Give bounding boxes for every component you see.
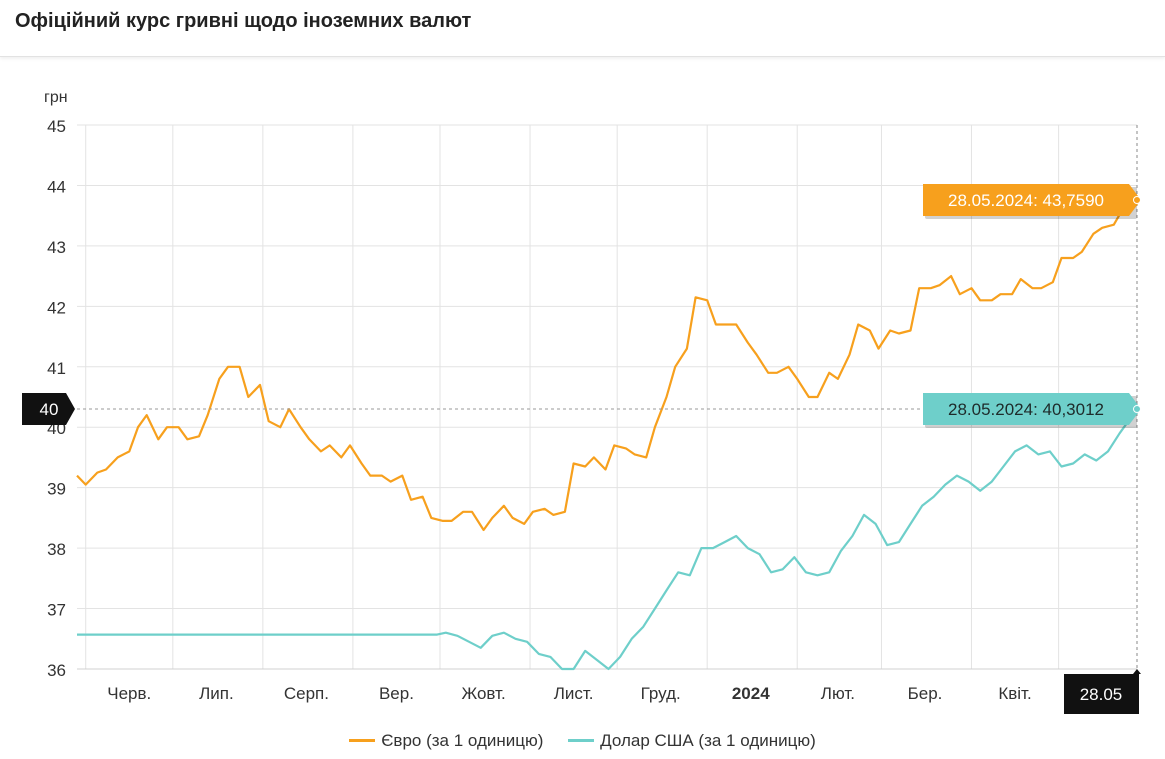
x-tick-label: Лют. xyxy=(821,684,855,703)
crosshair-x-flag xyxy=(1064,669,1141,714)
y-tick-label: 37 xyxy=(47,601,66,620)
series-end-marker xyxy=(1133,405,1141,414)
crosshair-y-flag xyxy=(22,393,75,426)
y-tick-label: 38 xyxy=(47,540,66,559)
series-line-euro xyxy=(76,199,1138,532)
series-line-usd xyxy=(77,408,1138,671)
page-title: Офіційний курс гривні щодо іноземних вал… xyxy=(15,10,472,32)
y-tick-label: 42 xyxy=(47,298,66,317)
x-tick-label: Лист. xyxy=(554,684,594,703)
x-tick-label: Черв. xyxy=(107,684,151,703)
legend-swatch-usd xyxy=(568,739,595,743)
legend-item-euro[interactable]: Євро (за 1 одиницю) xyxy=(349,731,543,751)
tooltip-euro: 28.05.2024: 43,7590 xyxy=(923,184,1141,220)
x-tick-label: Груд. xyxy=(641,684,681,703)
y-tick-label: 41 xyxy=(47,359,66,378)
x-tick-label: Квіт. xyxy=(998,684,1031,703)
x-tick-label: Жовт. xyxy=(461,684,505,703)
x-tick-label: 2024 xyxy=(732,684,770,703)
y-tick-label: 39 xyxy=(47,480,66,499)
y-tick-label: 36 xyxy=(47,661,66,680)
tooltip-usd: 28.05.2024: 40,3012 xyxy=(923,393,1141,429)
crosshair-x-label: 28.05 xyxy=(1064,669,1141,714)
y-axis-label: грн xyxy=(44,89,68,106)
legend-item-usd[interactable]: Долар США (за 1 одиницю) xyxy=(568,731,816,751)
x-tick-label: Серп. xyxy=(284,684,329,703)
tooltip-text: 28.05.2024: 43,7590 xyxy=(948,191,1104,210)
x-tick-label: Бер. xyxy=(908,684,943,703)
y-tick-label: 44 xyxy=(47,177,66,196)
legend-label-euro: Євро (за 1 одиницю) xyxy=(381,731,544,750)
crosshair-y-text: 40 xyxy=(40,400,59,419)
tooltip-text: 28.05.2024: 40,3012 xyxy=(948,400,1104,419)
crosshair-y-label: 40 xyxy=(22,393,75,426)
legend-label-usd: Долар США (за 1 одиницю) xyxy=(600,731,816,750)
y-tick-label: 45 xyxy=(47,117,66,136)
y-tick-label: 43 xyxy=(47,238,66,257)
tooltip-box xyxy=(923,393,1141,426)
exchange-rate-chart: 36 37 38 39 40 41 42 43 44 45 грн Черв. Лип. Серп. Вер… xyxy=(22,89,1141,714)
x-tick-label: Вер. xyxy=(379,684,414,703)
crosshair-x-text: 28.05 xyxy=(1080,685,1123,704)
tooltip-box xyxy=(923,184,1141,217)
header-bar: Офіційний курс гривні щодо іноземних вал… xyxy=(0,0,1165,57)
x-tick-label: Лип. xyxy=(199,684,234,703)
series-end-marker xyxy=(1133,196,1141,205)
legend-swatch-euro xyxy=(349,739,376,743)
chart-legend: Євро (за 1 одиницю) Долар США (за 1 один… xyxy=(0,731,1165,751)
